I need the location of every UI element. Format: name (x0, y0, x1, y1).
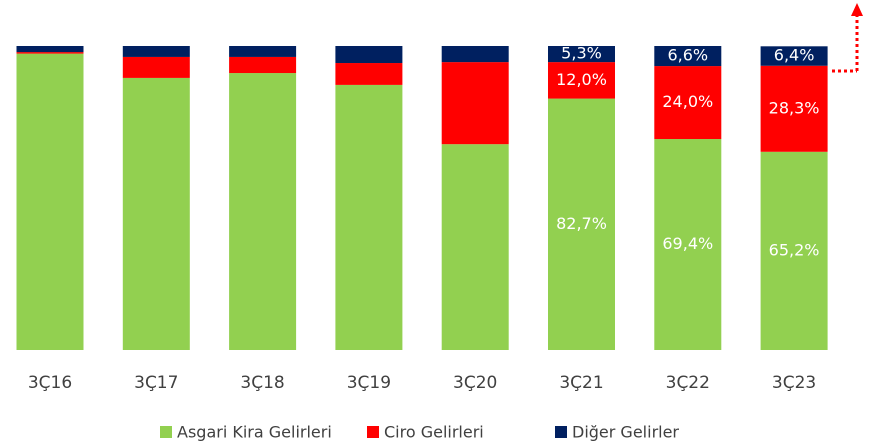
bar-segment (229, 56, 297, 74)
bar-segment (335, 63, 403, 85)
bar-segment (122, 56, 190, 78)
arrow (832, 3, 863, 73)
bar-segment (548, 98, 615, 350)
legend-swatch (367, 426, 379, 438)
legend-swatch (160, 426, 172, 438)
bar-segment (335, 84, 403, 351)
data-label: 65,2% (769, 240, 820, 259)
bar-segment (122, 77, 190, 351)
legend-label: Diğer Gelirler (572, 423, 679, 442)
bar-segment (229, 46, 297, 57)
data-label: 12,0% (556, 70, 607, 89)
bar-segment (16, 53, 84, 350)
bar-segment (122, 46, 190, 57)
x-tick-label: 3Ç23 (772, 373, 816, 393)
legend-swatch (555, 426, 567, 438)
bar-segment (760, 46, 828, 66)
bar-segment (760, 65, 828, 152)
data-label: 69,4% (662, 234, 713, 253)
bar-segment (441, 144, 509, 350)
x-tick-label: 3Ç19 (347, 373, 391, 393)
bar-segment (441, 62, 509, 145)
data-label: 28,3% (769, 98, 820, 117)
bar-segment (16, 46, 84, 53)
legend-label: Ciro Gelirleri (384, 423, 484, 442)
data-label: 6,4% (774, 46, 815, 65)
bar-segment (548, 46, 615, 63)
legend-label: Asgari Kira Gelirleri (177, 423, 332, 442)
bar-segment (654, 46, 722, 67)
bar-segment (654, 66, 722, 140)
bar-segment (229, 73, 297, 350)
x-tick-label: 3Ç22 (666, 373, 710, 393)
data-label: 24,0% (662, 92, 713, 111)
data-label: 82,7% (556, 214, 607, 233)
bar-segment (441, 46, 509, 63)
data-label: 5,3% (561, 44, 602, 63)
bar-segment (335, 46, 403, 64)
bar-segment (760, 151, 828, 350)
x-tick-label: 3Ç21 (559, 373, 603, 393)
x-tick-label: 3Ç20 (453, 373, 497, 393)
bar-segment (548, 62, 615, 99)
data-label: 6,6% (667, 46, 708, 65)
bar-segment (654, 139, 722, 350)
x-tick-label: 3Ç17 (134, 373, 178, 393)
x-tick-label: 3Ç18 (240, 373, 284, 393)
bar-segment (16, 52, 84, 54)
x-tick-label: 3Ç16 (28, 373, 72, 393)
